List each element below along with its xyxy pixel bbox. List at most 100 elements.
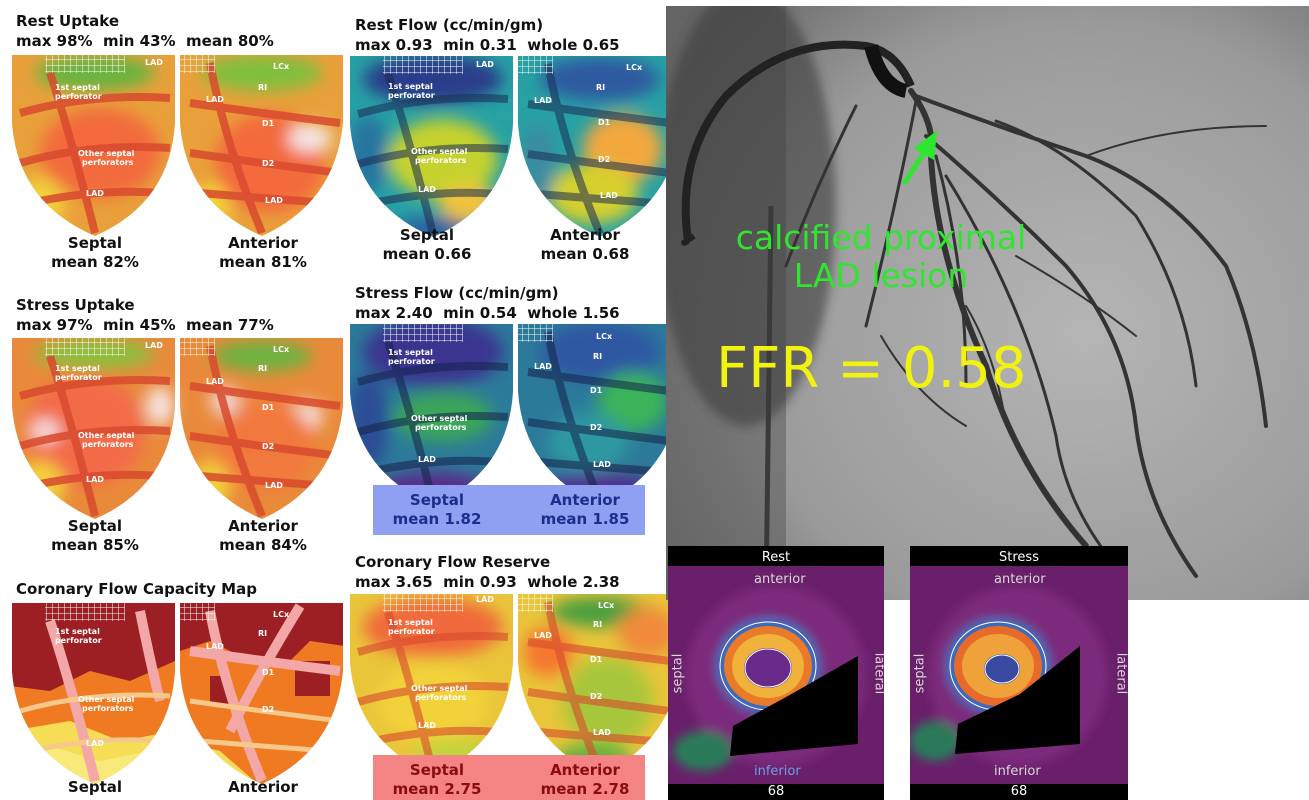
svg-text:LAD: LAD [476,60,494,69]
pet-rest-lateral: lateral [871,652,884,695]
septal-mean: mean 2.75 [392,780,482,798]
pet-stress-lateral: lateral [1113,652,1128,695]
svg-text:LAD: LAD [534,362,552,371]
svg-text:D2: D2 [598,155,610,164]
svg-text:perforator: perforator [55,92,102,101]
anterior-mean: mean 0.68 [540,245,630,263]
rest-uptake-title: Rest Uptake [16,12,120,30]
svg-text:perforator: perforator [55,636,102,645]
svg-text:LCx: LCx [273,610,290,619]
rest-uptake-stats: max 98% min 43% mean 80% [16,32,274,50]
septal-mean: mean 0.66 [382,245,472,263]
svg-text:LAD: LAD [86,739,104,748]
septal-label: Septal [67,778,123,796]
stress-flow-polar-map: LCx 1st septal perforator RI LAD D1 Othe… [350,324,681,505]
rest-flow-title: Rest Flow (cc/min/gm) [355,16,544,34]
pet-stress-septal: septal [912,653,928,694]
svg-text:LAD: LAD [145,58,163,67]
svg-text:LCx: LCx [273,62,290,71]
svg-text:perforator: perforator [388,627,435,636]
pet-stress-header: Stress [999,550,1039,565]
rest-flow-polar-map: LAD 1st septal perforator Other septal p… [350,56,681,237]
stress-flow-anterior-caption: Anterior mean 1.85 [515,491,655,529]
svg-text:LAD: LAD [593,728,611,737]
svg-text:LAD: LAD [206,95,224,104]
pet-rest-septal: septal [670,653,686,694]
anterior-mean: mean 1.85 [540,510,630,528]
svg-text:LCx: LCx [596,332,613,341]
coronary-angiogram: calcified proximal LAD lesion FFR = 0.58 [666,6,1309,600]
svg-text:D1: D1 [262,403,275,412]
lesion-annotation: calcified proximal LAD lesion [716,219,1046,295]
ffr-value: FFR = 0.58 [716,336,1027,401]
svg-text:D1: D1 [590,655,603,664]
svg-text:perforators: perforators [415,156,467,165]
svg-text:D2: D2 [262,705,274,714]
anterior-label: Anterior [228,778,298,796]
cfr-title: Coronary Flow Reserve [355,553,551,571]
svg-text:LAD: LAD [86,475,104,484]
svg-text:perforators: perforators [82,158,134,167]
pet-stress-slice-number: 68 [1010,784,1028,799]
septal-mean: mean 85% [51,536,139,554]
svg-text:1st septal: 1st septal [388,618,433,627]
svg-text:LAD: LAD [86,189,104,198]
svg-text:1st septal: 1st septal [388,82,433,91]
rest-flow-stats: max 0.93 min 0.31 whole 0.65 [355,36,620,54]
septal-label: Septal [67,517,123,535]
stress-uptake-anterior-caption: Anterior mean 84% [193,517,333,555]
svg-text:RI: RI [258,364,267,373]
anterior-label: Anterior [228,234,298,252]
pet-stress-panel: Stress anterior inferior septal lateral … [910,546,1128,800]
svg-text:LAD: LAD [206,642,224,651]
coronary-flow-capacity-map: LCx 1st septal perforator RI LAD D1 Othe… [12,603,343,784]
rest-flow-anterior-caption: Anterior mean 0.68 [515,226,655,264]
septal-mean: mean 1.82 [392,510,482,528]
anterior-label: Anterior [550,491,620,509]
svg-text:D1: D1 [262,668,275,677]
svg-text:D2: D2 [262,442,274,451]
svg-text:LAD: LAD [206,377,224,386]
svg-text:D2: D2 [590,423,602,432]
svg-text:perforators: perforators [415,693,467,702]
svg-text:LAD: LAD [265,196,283,205]
stress-uptake-stats: max 97% min 45% mean 77% [16,316,274,334]
svg-text:RI: RI [593,352,602,361]
cfr-anterior-caption: Anterior mean 2.78 [515,761,655,799]
svg-text:perforators: perforators [415,423,467,432]
svg-text:1st septal: 1st septal [55,83,100,92]
svg-text:D2: D2 [590,692,602,701]
svg-text:D1: D1 [598,118,611,127]
angiogram-image [666,6,1309,600]
svg-text:Other septal: Other septal [78,149,135,158]
pet-rest-panel: Rest anterior inferior septal lateral 68 [668,546,884,800]
pet-rest-header: Rest [761,550,791,565]
pet-rest-inferior: inferior [754,764,801,779]
svg-text:Other septal: Other septal [78,431,135,440]
svg-text:LAD: LAD [534,631,552,640]
anterior-label: Anterior [550,761,620,779]
rest-uptake-septal-caption: Septal mean 82% [25,234,165,272]
stress-flow-stats: max 2.40 min 0.54 whole 1.56 [355,304,620,322]
svg-text:LCx: LCx [598,601,615,610]
cfc-anterior-caption: Anterior [193,778,333,797]
cfr-mean-box: Septal mean 2.75 Anterior mean 2.78 [373,755,645,800]
svg-text:LCx: LCx [626,63,643,72]
anterior-mean: mean 2.78 [540,780,630,798]
stress-uptake-septal-caption: Septal mean 85% [25,517,165,555]
svg-text:LAD: LAD [265,481,283,490]
svg-text:Other septal: Other septal [78,695,135,704]
cfc-septal-caption: Septal [25,778,165,797]
septal-mean: mean 82% [51,253,139,271]
stress-flow-mean-box: Septal mean 1.82 Anterior mean 1.85 [373,485,645,535]
svg-text:perforator: perforator [388,91,435,100]
svg-text:RI: RI [593,620,602,629]
svg-text:LCx: LCx [273,345,290,354]
svg-text:RI: RI [596,83,605,92]
svg-text:D1: D1 [590,386,603,395]
svg-text:D1: D1 [262,119,275,128]
rest-flow-septal-caption: Septal mean 0.66 [357,226,497,264]
stress-uptake-polar-map: LAD 1st septal perforator Other septal p… [12,338,343,519]
svg-text:Other septal: Other septal [411,147,468,156]
stress-flow-septal-caption: Septal mean 1.82 [367,491,507,529]
